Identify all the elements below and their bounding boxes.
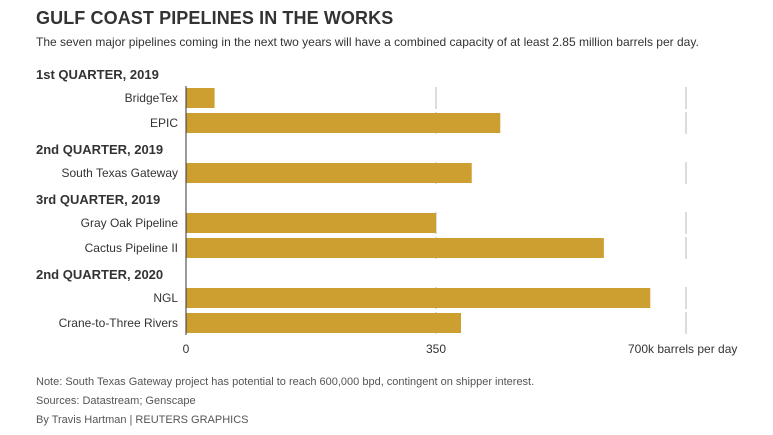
category-label: Crane-to-Three Rivers: [59, 316, 178, 330]
bar: [186, 213, 436, 233]
credit: By Travis Hartman | REUTERS GRAPHICS: [36, 414, 249, 426]
bar: [186, 163, 472, 183]
group-label: 1st QUARTER, 2019: [36, 67, 159, 82]
x-tick-label: 700k barrels per day: [628, 342, 737, 356]
category-label: BridgeTex: [125, 91, 178, 105]
category-label: Gray Oak Pipeline: [81, 216, 179, 230]
bar: [186, 238, 604, 258]
bar: [186, 113, 501, 133]
chart-title: GULF COAST PIPELINES IN THE WORKS: [36, 8, 394, 28]
category-label: NGL: [153, 291, 178, 305]
footnote: Note: South Texas Gateway project has po…: [36, 376, 535, 388]
group-label: 2nd QUARTER, 2019: [36, 142, 163, 157]
category-label: South Texas Gateway: [61, 166, 178, 180]
group-label: 3rd QUARTER, 2019: [36, 192, 160, 207]
x-tick-label: 0: [183, 342, 190, 356]
bar: [186, 88, 215, 108]
sources: Sources: Datastream; Genscape: [36, 395, 196, 407]
category-label: EPIC: [150, 116, 178, 130]
bar-chart: 1st QUARTER, 2019 BridgeTex EPIC 2nd QUARTE…: [36, 67, 737, 356]
bar: [186, 313, 461, 333]
chart-subtitle: The seven major pipelines coming in the …: [36, 35, 699, 49]
group-label: 2nd QUARTER, 2020: [36, 267, 163, 282]
bar: [186, 288, 651, 308]
x-tick-label: 350: [426, 342, 446, 356]
category-label: Cactus Pipeline II: [85, 241, 178, 255]
